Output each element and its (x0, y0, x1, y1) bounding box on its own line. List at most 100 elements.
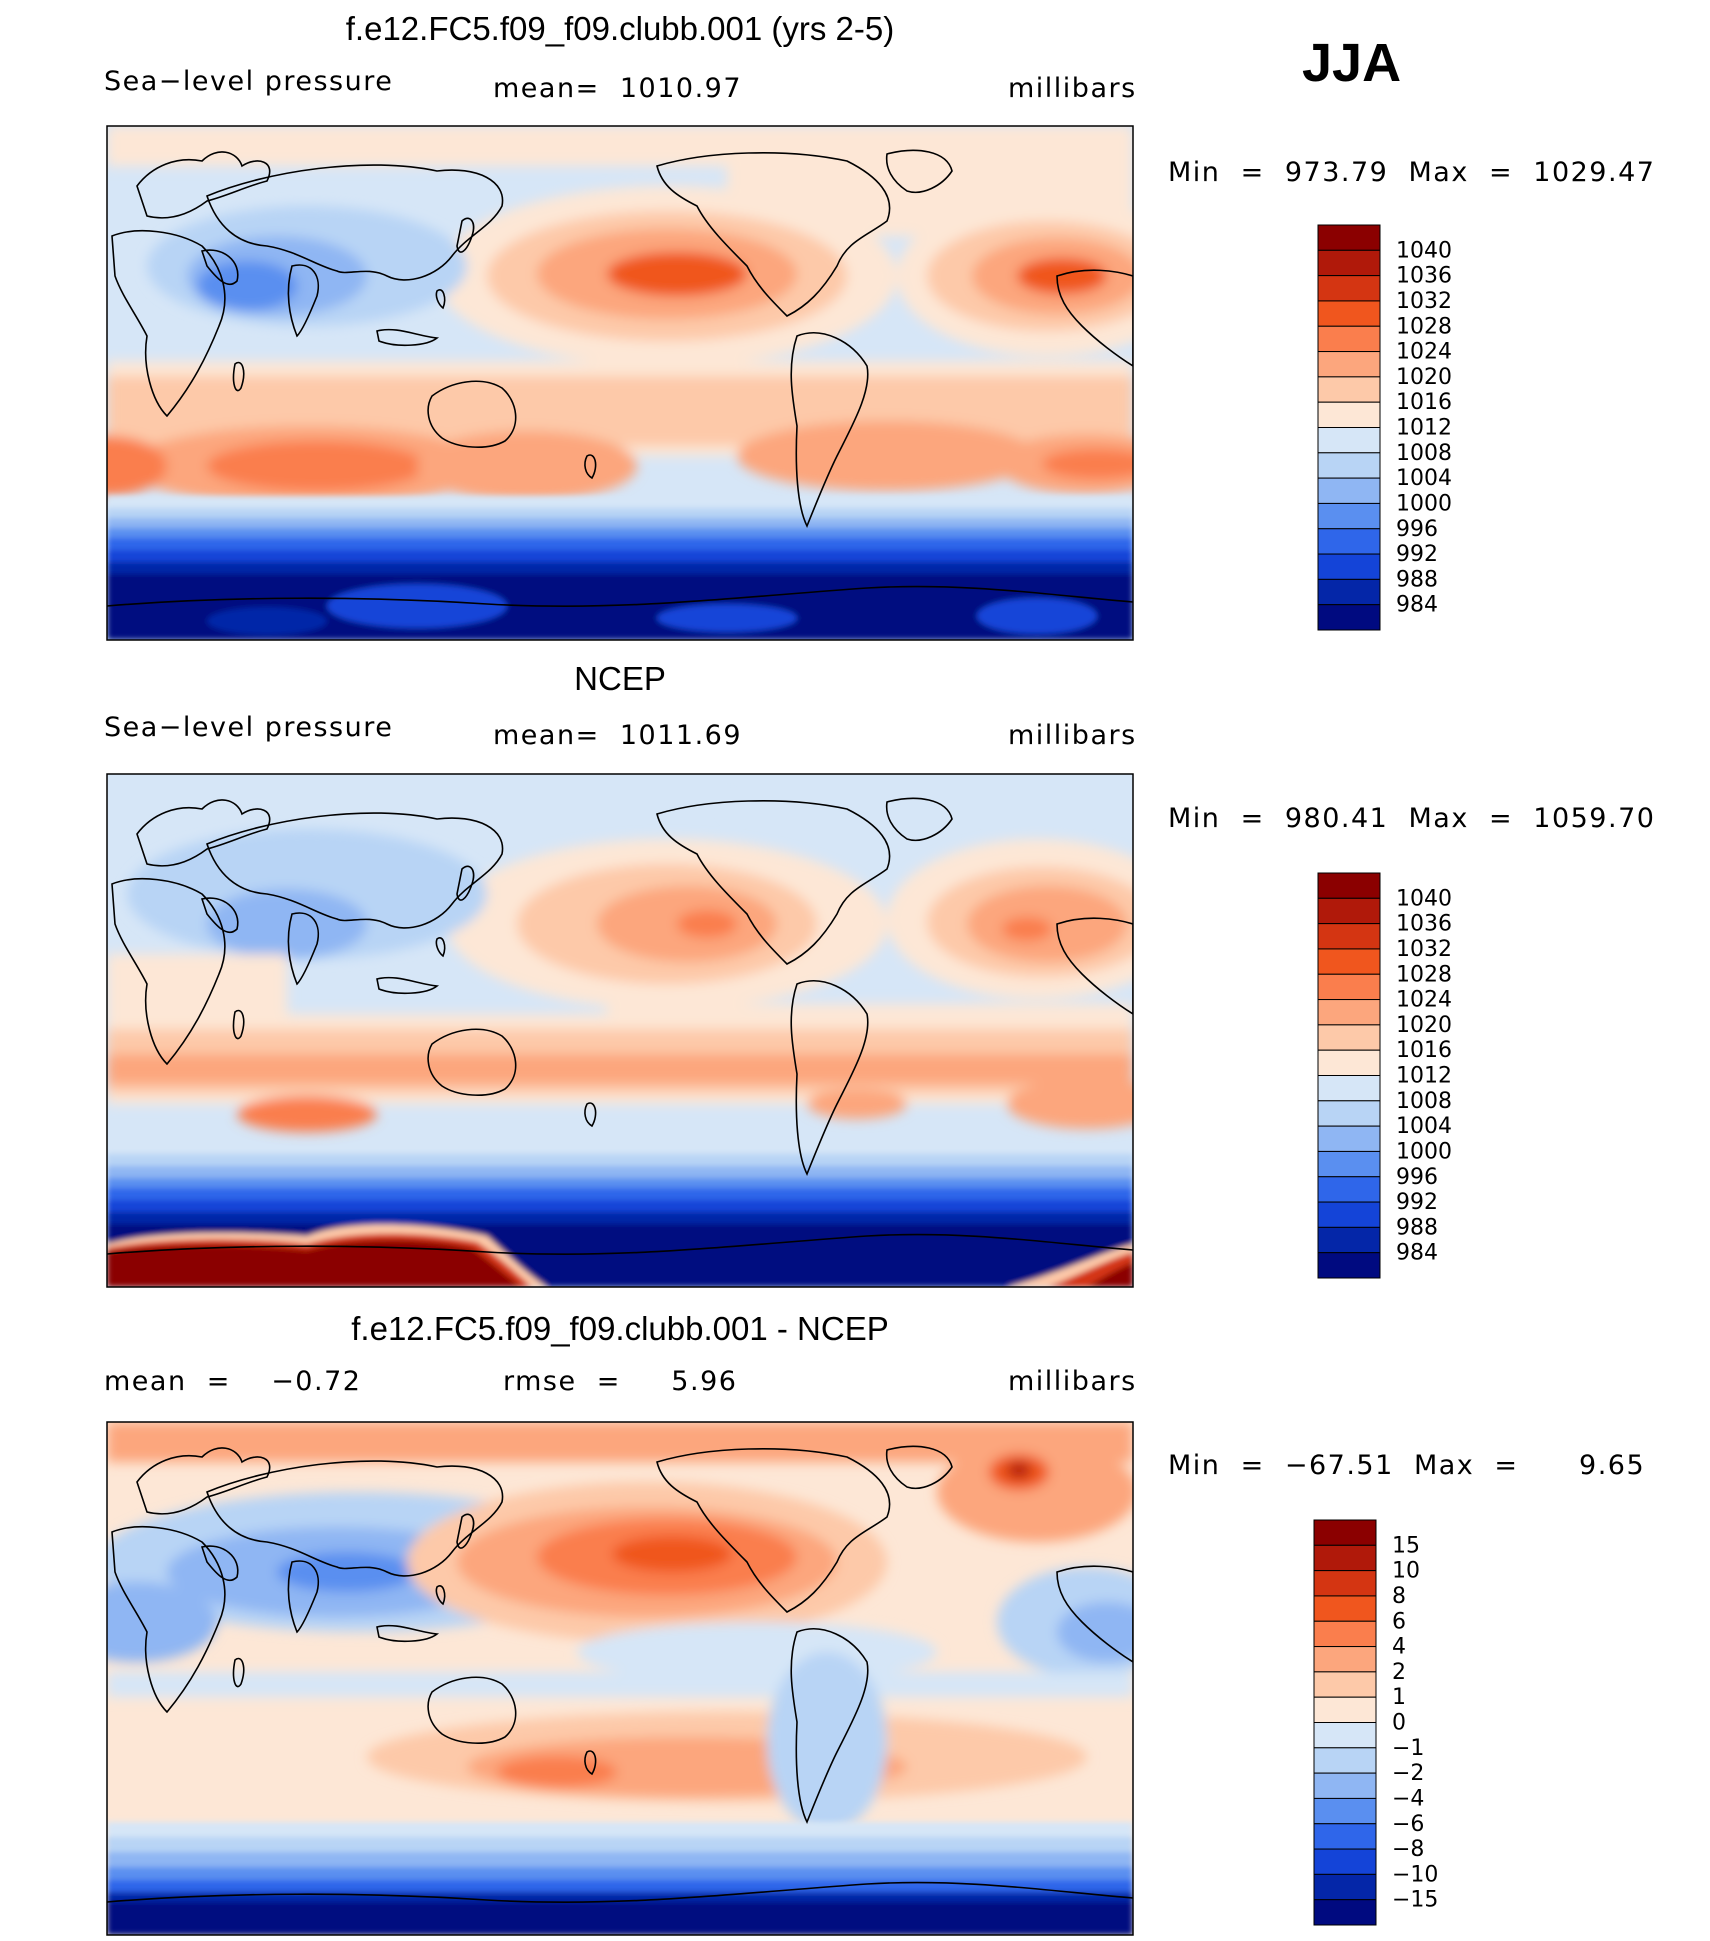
colorbar-2-swatch (1317, 1150, 1381, 1178)
panel-2-units-label: millibars (1008, 720, 1137, 751)
colorbar-1-swatch (1317, 604, 1381, 631)
colorbar-3-swatch (1313, 1519, 1377, 1546)
colorbar-3-swatch (1313, 1873, 1377, 1901)
colorbar-1-label: 1040 (1396, 238, 1452, 263)
colorbar-1-swatch (1317, 275, 1381, 302)
colorbar-3-swatch (1313, 1544, 1377, 1572)
colorbar-3-label: 2 (1392, 1660, 1406, 1685)
colorbar-1-label: 996 (1396, 517, 1438, 542)
colorbar-2-swatch (1317, 1226, 1381, 1254)
colorbar-3-label: 0 (1392, 1711, 1406, 1736)
colorbar-1-swatch (1317, 300, 1381, 327)
colorbar-2-label: 1008 (1396, 1089, 1452, 1114)
panel-2-title: NCEP (574, 660, 666, 697)
colorbar-3-label: −4 (1392, 1786, 1424, 1811)
colorbar-3-swatch (1313, 1772, 1377, 1799)
colorbar-3-swatch (1313, 1620, 1377, 1648)
colorbar-2-swatch (1317, 1049, 1381, 1076)
colorbar-2-swatch (1317, 973, 1381, 1001)
colorbar-1-swatch (1317, 224, 1381, 251)
colorbar-3-label: 8 (1392, 1584, 1406, 1609)
colorbar-1-swatch (1317, 325, 1381, 353)
colorbar-2-label: 1028 (1396, 962, 1452, 987)
colorbar-2-label: 992 (1396, 1190, 1438, 1215)
colorbar-2-swatch (1317, 1201, 1381, 1228)
colorbar-2-swatch (1317, 948, 1381, 975)
panel-3-rmse-label: rmse = 5.96 (503, 1366, 738, 1397)
colorbar-3-label: 10 (1392, 1559, 1420, 1584)
colorbar-1-swatch (1317, 376, 1381, 403)
panel-1-title: f.e12.FC5.f09_f09.clubb.001 (yrs 2-5) (345, 10, 895, 47)
colorbar-3-swatch (1313, 1570, 1377, 1597)
panel-1-mean-label: mean= 1010.97 (493, 73, 743, 104)
colorbar-2-swatch (1317, 1100, 1381, 1127)
colorbar-1-label: 984 (1396, 593, 1438, 618)
colorbar-2: 1040103610321028102410201016101210081004… (1317, 872, 1452, 1279)
colorbar-2-label: 984 (1396, 1241, 1438, 1266)
colorbar-3-label: 6 (1392, 1609, 1406, 1634)
colorbar-1-swatch (1317, 477, 1381, 504)
colorbar-3-swatch (1313, 1823, 1377, 1850)
colorbar-1-label: 1028 (1396, 314, 1452, 339)
colorbar-3-label: −6 (1392, 1812, 1424, 1837)
panel-1-variable-label: Sea−level pressure (104, 66, 394, 97)
colorbar-1-label: 1016 (1396, 390, 1452, 415)
map-panel-2 (106, 773, 1134, 1288)
colorbar-1-label: 1012 (1396, 416, 1452, 441)
colorbar-2-label: 996 (1396, 1165, 1438, 1190)
colorbar-1-label: 1000 (1396, 491, 1452, 516)
colorbar-2-label: 1016 (1396, 1038, 1452, 1063)
colorbar-3-label: −15 (1392, 1888, 1438, 1913)
colorbar-1-label: 992 (1396, 542, 1438, 567)
colorbar-1-swatch (1317, 351, 1381, 378)
colorbar-2-swatch (1317, 872, 1381, 899)
map-panel-1 (106, 125, 1134, 641)
colorbar-3-swatch (1313, 1848, 1377, 1875)
colorbar-1-swatch (1317, 578, 1381, 606)
panel-2-mean-label: mean= 1011.69 (493, 720, 743, 751)
colorbar-3-label: −1 (1392, 1736, 1424, 1761)
colorbar-1-swatch (1317, 502, 1381, 530)
colorbar-3-swatch (1313, 1696, 1377, 1723)
colorbar-3-swatch (1313, 1747, 1377, 1774)
colorbar-2-label: 1004 (1396, 1114, 1452, 1139)
colorbar-3-swatch (1313, 1899, 1377, 1926)
colorbar-1-swatch (1317, 528, 1381, 555)
colorbar-1-swatch (1317, 249, 1381, 277)
season-label: JJA (1302, 33, 1402, 93)
colorbar-2-swatch (1317, 1176, 1381, 1203)
colorbar-3-swatch (1313, 1646, 1377, 1673)
colorbar-3-label: 1 (1392, 1685, 1406, 1710)
colorbar-1-label: 1036 (1396, 264, 1452, 289)
colorbar-2-label: 1000 (1396, 1139, 1452, 1164)
panel-1-minmax: Min = 973.79 Max = 1029.47 (1168, 157, 1656, 188)
colorbar-1-swatch (1317, 553, 1381, 580)
map-1-frame (106, 125, 1134, 641)
colorbar-1-swatch (1317, 401, 1381, 428)
colorbar-1-label: 1032 (1396, 289, 1452, 314)
colorbar-1-label: 1004 (1396, 466, 1452, 491)
map-3-frame (106, 1421, 1134, 1936)
colorbar-3-label: −10 (1392, 1862, 1438, 1887)
colorbar-3-swatch (1313, 1722, 1377, 1749)
colorbar-1-label: 988 (1396, 567, 1438, 592)
colorbar-2-swatch (1317, 1252, 1381, 1279)
colorbar-2-label: 1036 (1396, 912, 1452, 937)
colorbar-2-swatch (1317, 999, 1381, 1026)
colorbar-2-label: 1024 (1396, 988, 1452, 1013)
colorbar-2-label: 1032 (1396, 937, 1452, 962)
colorbar-1-label: 1020 (1396, 365, 1452, 390)
colorbar-2-swatch (1317, 1024, 1381, 1051)
colorbar-2-label: 988 (1396, 1215, 1438, 1240)
panel-3-minmax: Min = −67.51 Max = 9.65 (1168, 1450, 1646, 1481)
map-panel-3 (106, 1421, 1134, 1936)
map-2-frame (106, 773, 1134, 1288)
colorbar-2-label: 1040 (1396, 886, 1452, 911)
panel-3-mean-label: mean = −0.72 (104, 1366, 362, 1397)
colorbar-3-label: −2 (1392, 1761, 1424, 1786)
panel-1-units-label: millibars (1008, 73, 1137, 104)
colorbar-3-swatch (1313, 1595, 1377, 1622)
colorbar-2-label: 1020 (1396, 1013, 1452, 1038)
